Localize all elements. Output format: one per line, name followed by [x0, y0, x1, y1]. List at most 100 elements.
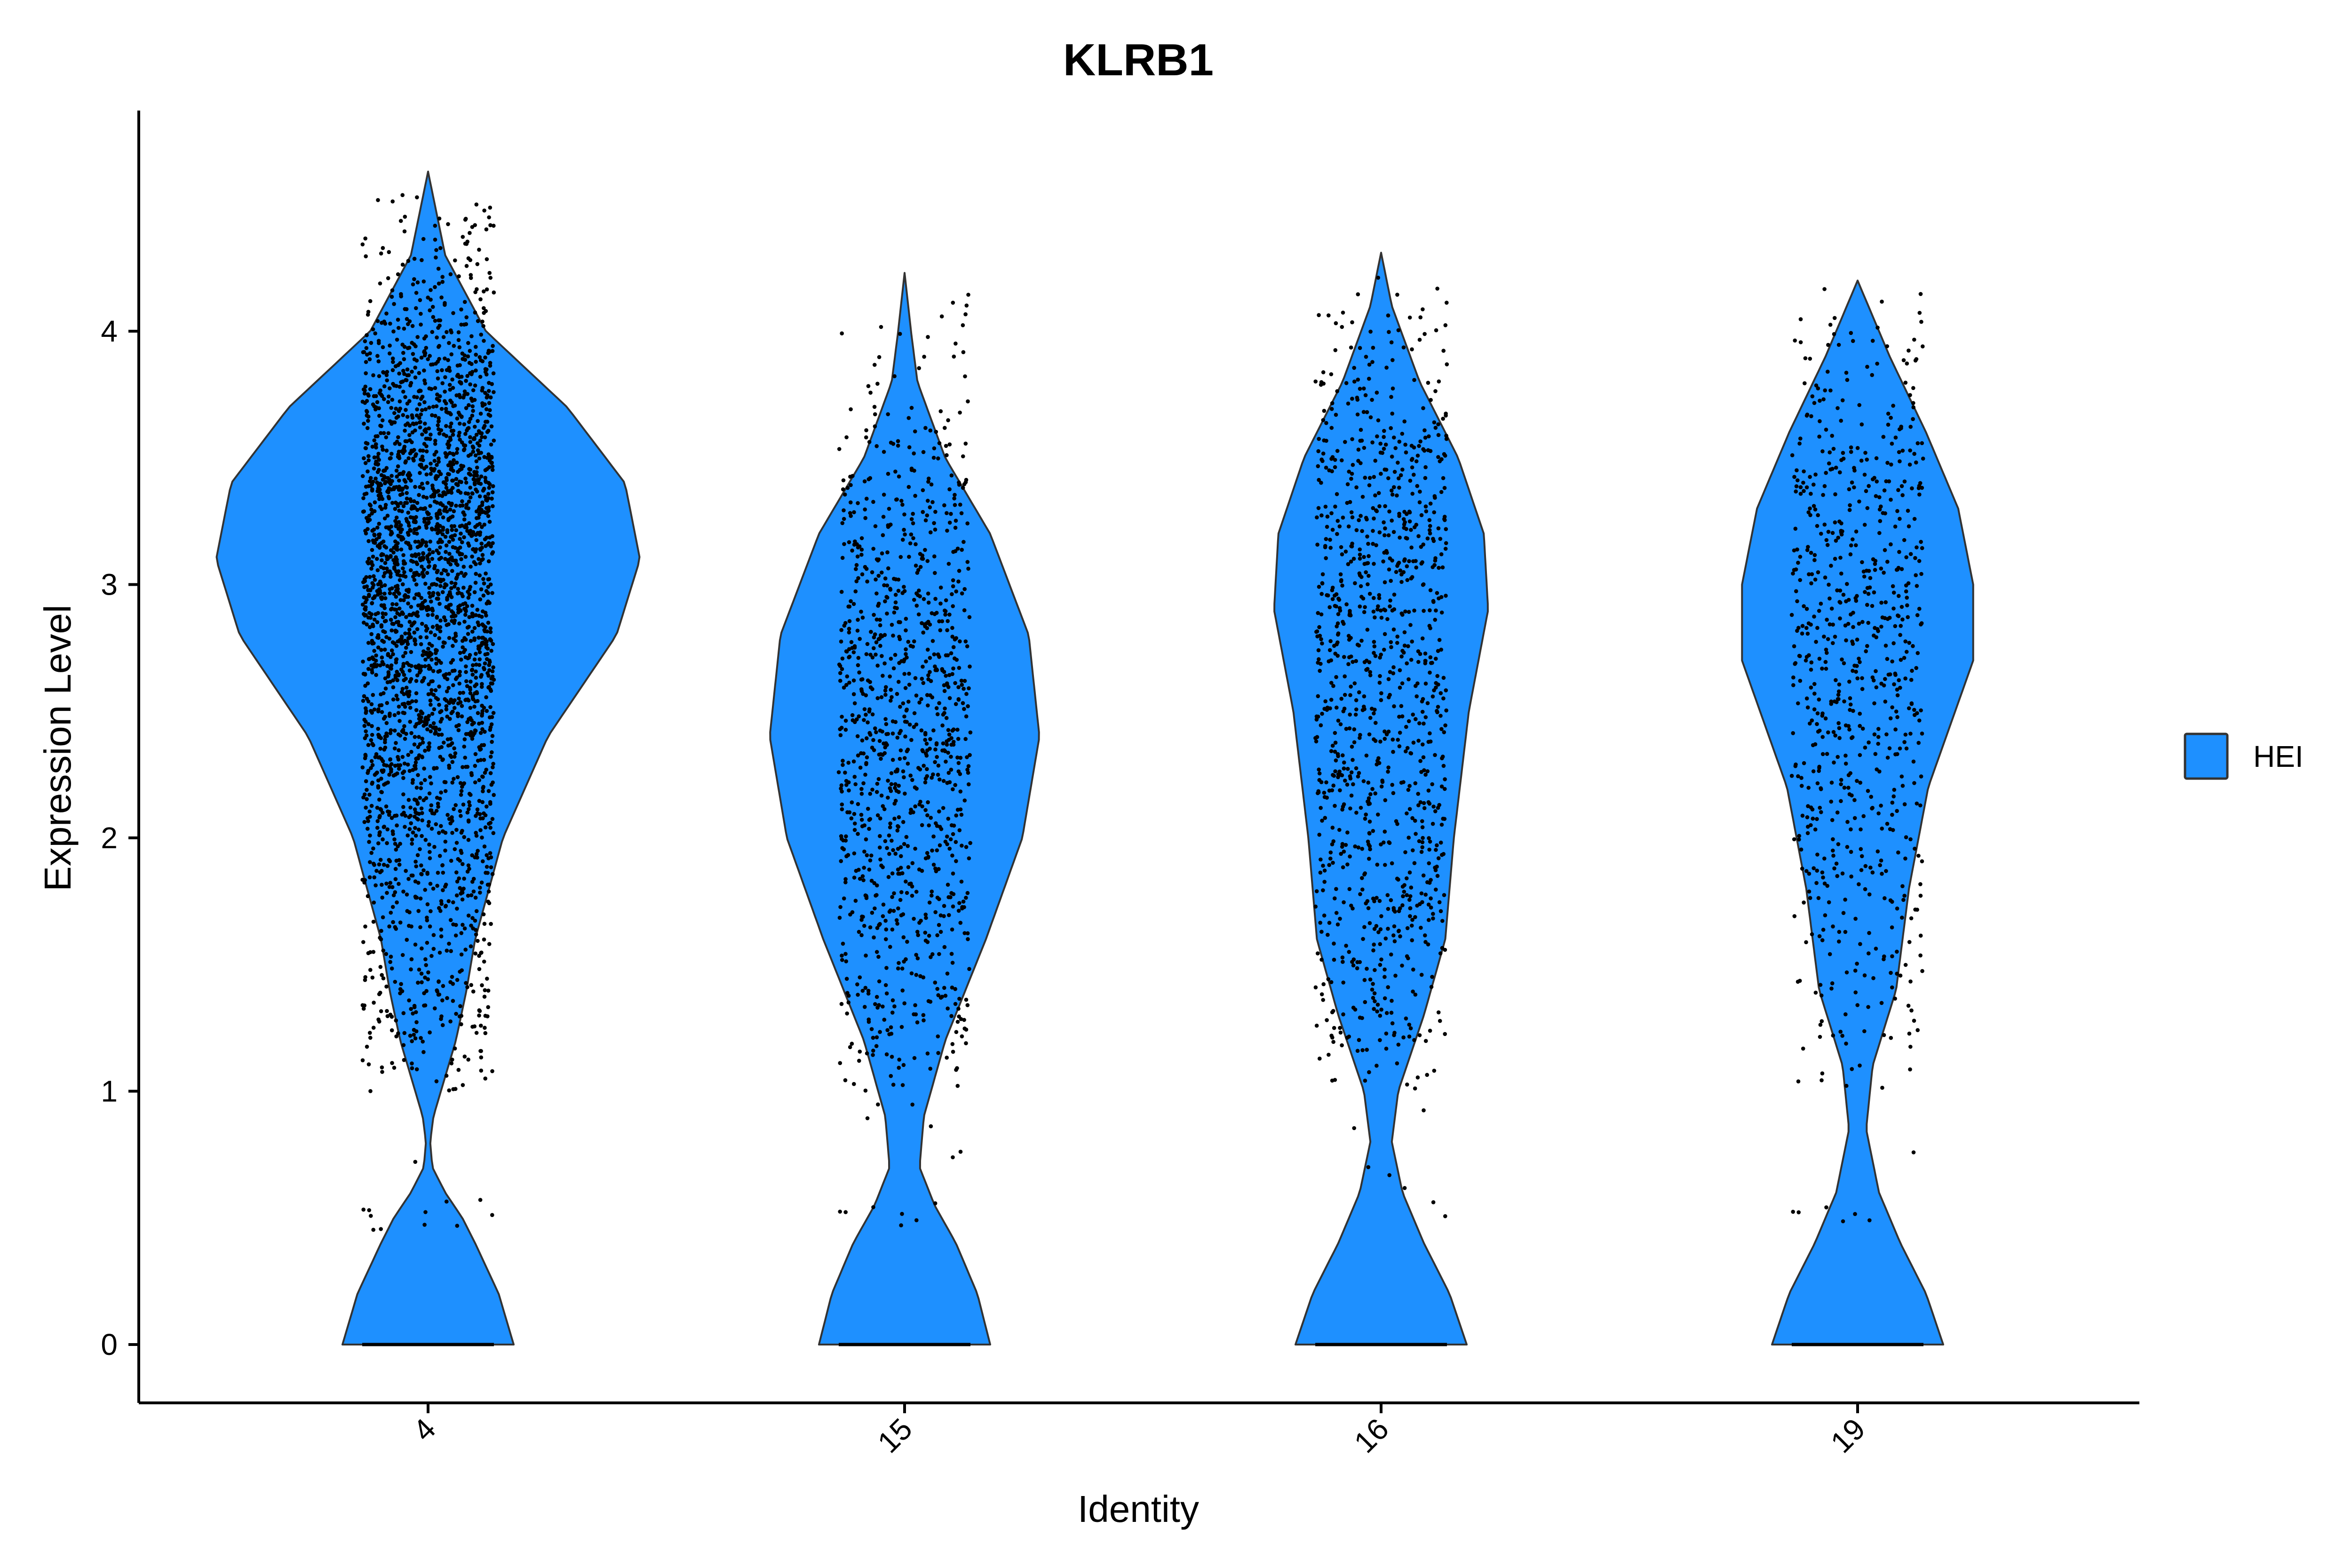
data-point [907, 722, 912, 727]
data-point [437, 456, 441, 461]
data-point [1444, 594, 1448, 598]
data-point [1358, 346, 1362, 350]
data-point [448, 507, 453, 512]
data-point [950, 985, 954, 990]
data-point [1364, 753, 1369, 758]
data-point [390, 356, 395, 361]
data-point [933, 571, 937, 575]
data-point [448, 272, 453, 277]
data-point [410, 553, 414, 557]
data-point [856, 663, 860, 668]
data-point [409, 1007, 413, 1011]
data-point [1401, 517, 1406, 521]
data-point [465, 625, 470, 630]
data-point [1329, 511, 1334, 516]
data-point [429, 827, 434, 831]
data-point [864, 761, 868, 765]
data-point [451, 478, 455, 483]
data-point [1420, 699, 1424, 704]
data-point [458, 669, 462, 674]
data-point [842, 508, 846, 513]
data-point [1419, 545, 1423, 549]
data-point [396, 757, 401, 762]
data-point [402, 326, 406, 331]
data-point [439, 934, 444, 939]
data-point [478, 731, 483, 735]
data-point [1391, 737, 1395, 742]
data-point [366, 393, 371, 398]
data-point [392, 302, 396, 306]
data-point [1444, 433, 1448, 438]
data-point [429, 808, 433, 812]
data-point [850, 1042, 854, 1046]
data-point [1375, 434, 1379, 438]
data-point [904, 652, 908, 656]
data-point [1335, 621, 1340, 626]
data-point [928, 1067, 932, 1071]
data-point [378, 589, 382, 593]
data-point [859, 536, 864, 541]
data-point [415, 395, 419, 399]
data-point [863, 986, 868, 990]
data-point [430, 330, 435, 334]
data-point [414, 613, 419, 617]
data-point [420, 980, 424, 985]
data-point [1442, 517, 1446, 521]
data-point [439, 824, 443, 828]
data-point [485, 498, 489, 503]
data-point [845, 674, 850, 679]
data-point [467, 800, 471, 804]
data-point [1321, 998, 1325, 1002]
data-point [960, 683, 964, 687]
data-point [419, 389, 423, 393]
data-point [391, 558, 396, 562]
data-point [933, 664, 937, 669]
data-point [370, 601, 374, 605]
data-point [383, 676, 388, 681]
data-point [1367, 376, 1371, 381]
data-point [474, 662, 478, 667]
data-point [906, 844, 910, 848]
data-point [964, 896, 968, 900]
data-point [1433, 558, 1438, 563]
data-point [913, 429, 917, 434]
data-point [898, 705, 902, 709]
data-point [474, 459, 479, 463]
data-point [1412, 472, 1416, 477]
data-point [1418, 489, 1422, 494]
data-point [926, 600, 931, 605]
data-point [954, 636, 958, 640]
data-point [470, 370, 475, 374]
data-point [474, 368, 478, 373]
data-point [951, 892, 956, 896]
data-point [453, 751, 458, 756]
data-point [383, 734, 388, 739]
data-point [918, 799, 922, 804]
data-point [1333, 896, 1337, 900]
data-point [363, 613, 367, 618]
data-point [1322, 790, 1327, 795]
data-point [398, 920, 403, 925]
data-point [420, 834, 424, 838]
data-point [436, 423, 440, 428]
data-point [459, 1014, 464, 1018]
data-point [841, 478, 846, 483]
data-point [859, 812, 864, 817]
data-point [477, 1009, 482, 1013]
data-point [473, 752, 478, 756]
data-point [858, 765, 863, 770]
data-point [485, 871, 490, 875]
data-point [473, 855, 477, 860]
data-point [958, 756, 963, 760]
data-point [381, 976, 386, 980]
data-point [1342, 766, 1346, 771]
data-point [385, 864, 390, 868]
data-point [1332, 1026, 1336, 1030]
data-point [923, 931, 928, 935]
data-point [1395, 293, 1399, 297]
data-point [386, 276, 390, 280]
data-point [1382, 607, 1386, 612]
data-point [1376, 276, 1380, 280]
data-point [476, 711, 480, 715]
data-point [1408, 1026, 1413, 1031]
